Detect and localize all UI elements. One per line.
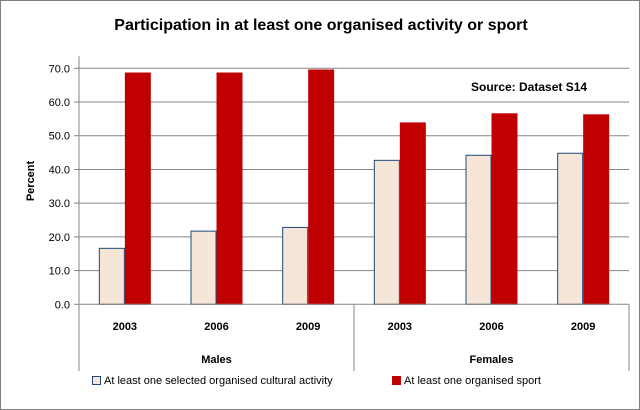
- y-tick-label: 30.0: [49, 198, 70, 210]
- y-tick-label: 60.0: [49, 97, 70, 109]
- x-tick-label: 2009: [571, 321, 595, 333]
- chart-title: Participation in at least one organised …: [114, 17, 528, 34]
- bar-sport: [491, 113, 518, 305]
- legend-swatch: [392, 376, 401, 385]
- y-tick-label: 20.0: [49, 232, 70, 244]
- bar-cultural: [282, 226, 309, 305]
- y-tick-label: 70.0: [49, 63, 70, 75]
- x-tick-label: 2003: [113, 321, 137, 333]
- group-label: Females: [469, 354, 513, 366]
- x-tick-label: 2009: [296, 321, 320, 333]
- bar-sport: [124, 72, 151, 305]
- y-tick-label: 40.0: [49, 164, 70, 176]
- bar-sport: [399, 122, 426, 305]
- y-tick-label: 10.0: [49, 266, 70, 278]
- bar-cultural: [98, 247, 125, 305]
- bar-cultural: [557, 152, 584, 305]
- source-annotation: Source: Dataset S14: [471, 80, 587, 94]
- legend-label: At least one selected organised cultural…: [104, 375, 333, 387]
- bar-cultural: [190, 230, 217, 305]
- y-tick-label: 50.0: [49, 131, 70, 143]
- x-tick-label: 2003: [388, 321, 412, 333]
- y-axis-label: Percent: [25, 160, 37, 201]
- bar-cultural: [373, 159, 400, 305]
- x-tick-label: 2006: [479, 321, 503, 333]
- bar-sport: [216, 72, 243, 305]
- x-tick-label: 2006: [204, 321, 228, 333]
- legend-label: At least one organised sport: [404, 375, 541, 387]
- bar-sport: [308, 69, 335, 305]
- y-tick-label: 0.0: [55, 299, 70, 311]
- bar-cultural: [465, 154, 492, 305]
- legend-swatch: [92, 376, 101, 385]
- bar-sport: [583, 114, 610, 305]
- group-label: Males: [201, 354, 232, 366]
